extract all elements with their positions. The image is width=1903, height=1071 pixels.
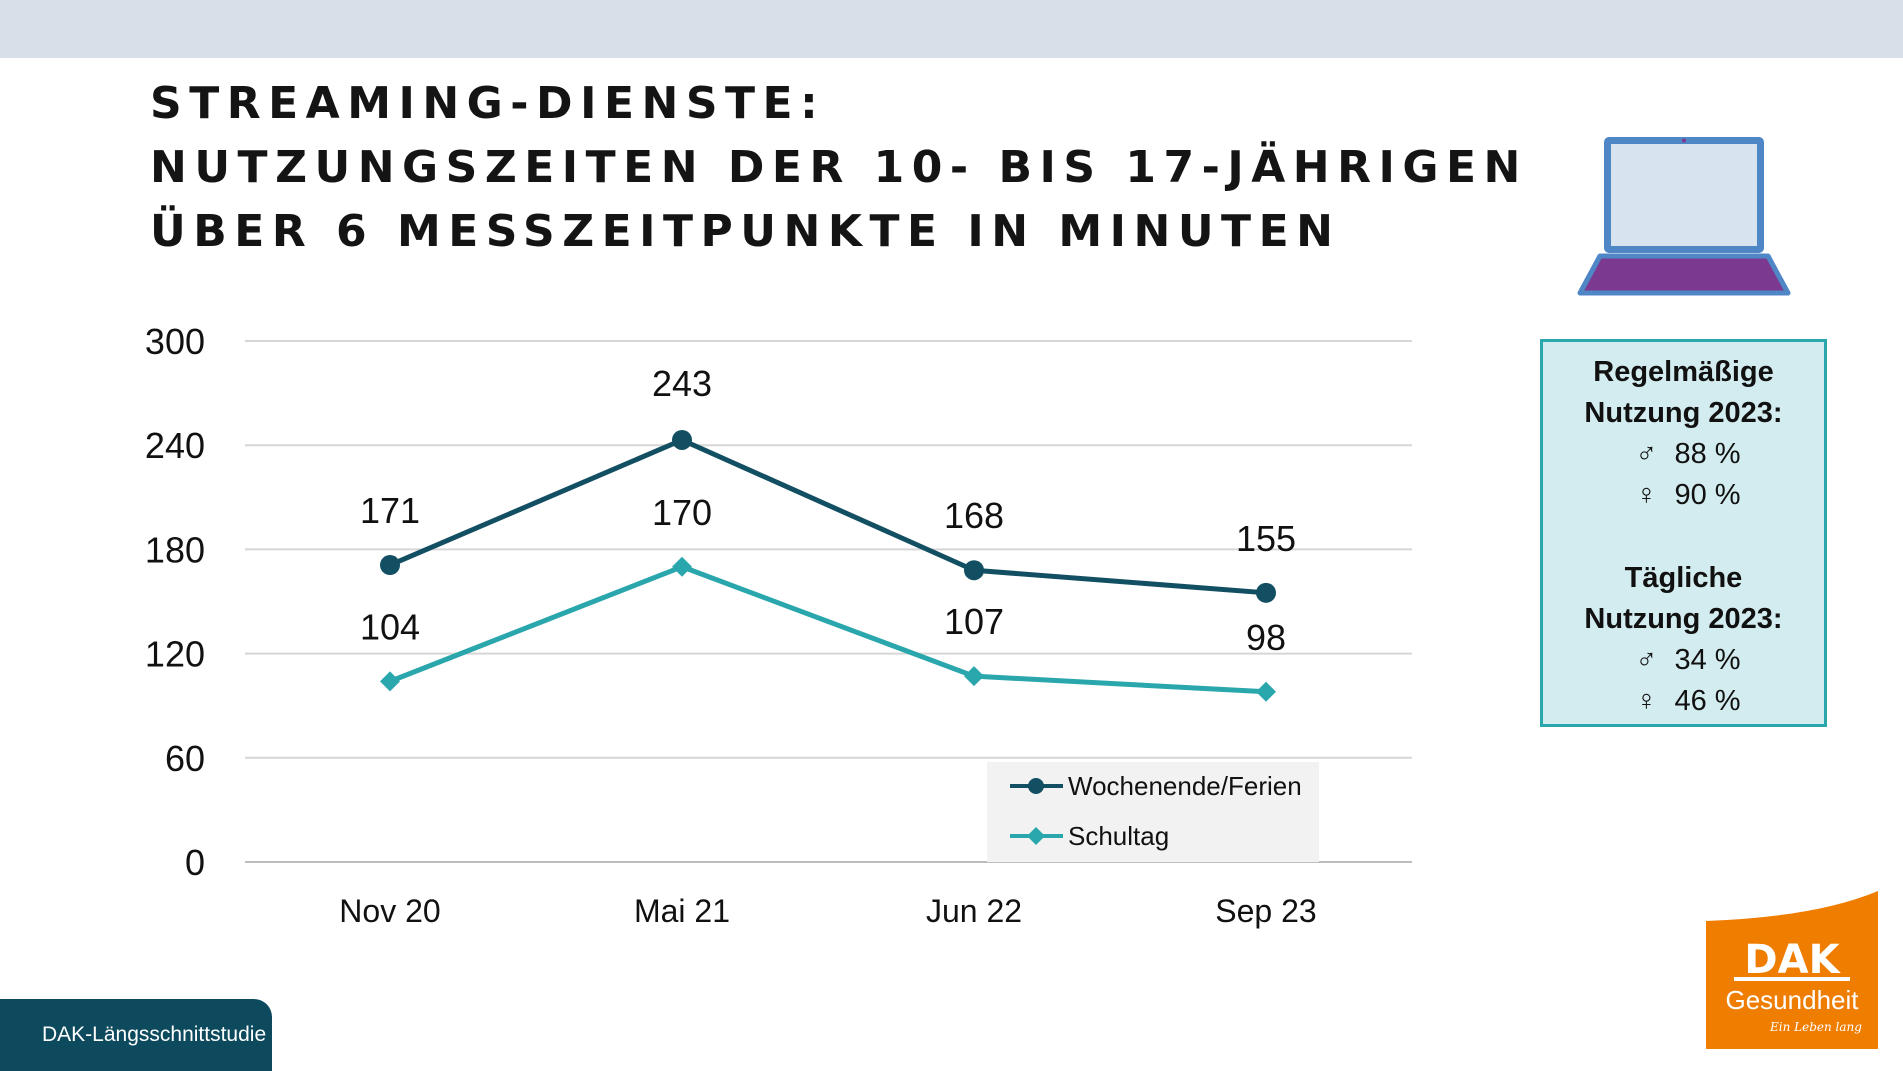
y-axis-ticks: 0 60 120 180 240 300 <box>145 321 205 883</box>
regular-female-row: ♀ 90 % <box>1543 475 1824 516</box>
data-point <box>964 666 984 687</box>
legend-box <box>987 762 1319 862</box>
data-label: 155 <box>1236 518 1296 559</box>
top-band <box>0 0 1903 58</box>
laptop-icon <box>1577 137 1791 296</box>
data-point <box>964 560 984 581</box>
data-point <box>1256 582 1276 603</box>
data-label: 104 <box>360 606 420 647</box>
x-tick-label: Sep 23 <box>1215 893 1316 929</box>
legend: Wochenende/Ferien Schultag <box>987 762 1319 862</box>
study-label-tab: DAK-Längsschnittstudie <box>0 999 272 1071</box>
y-tick-label: 60 <box>165 738 205 779</box>
data-labels: 171 243 168 155 104 170 107 98 <box>360 363 1296 658</box>
legend-label: Schultag <box>1068 821 1169 851</box>
daily-male-value: 34 % <box>1674 644 1741 676</box>
series-line-1 <box>389 437 1267 596</box>
data-label: 168 <box>944 495 1004 536</box>
legend-marker <box>1028 778 1044 794</box>
x-tick-label: Nov 20 <box>339 893 440 929</box>
logo-tagline: Ein Leben lang <box>1769 1020 1862 1034</box>
usage-info-box: Regelmäßige Nutzung 2023: ♂ 88 % ♀ 90 % … <box>1540 339 1827 727</box>
y-tick-label: 0 <box>185 842 205 883</box>
data-label: 98 <box>1246 617 1286 658</box>
data-point <box>380 671 400 692</box>
title-line-3: ÜBER 6 MESSZEITPUNKTE IN MINUTEN <box>150 206 1341 257</box>
logo-name: Gesundheit <box>1726 985 1860 1015</box>
title-line-2: NUTZUNGSZEITEN DER 10- BIS 17-JÄHRIGEN <box>150 142 1528 193</box>
daily-female-value: 46 % <box>1674 685 1741 717</box>
y-tick-label: 180 <box>145 529 205 570</box>
logo-brand: DAK <box>1744 937 1841 983</box>
regular-female-value: 90 % <box>1674 479 1741 511</box>
daily-female-row: ♀ 46 % <box>1543 681 1824 722</box>
legend-marker <box>1027 827 1045 845</box>
daily-heading-2: Nutzung 2023: <box>1584 603 1783 635</box>
x-tick-label: Mai 21 <box>634 893 730 929</box>
male-icon: ♂ <box>1635 438 1658 470</box>
series-line-2 <box>389 564 1267 695</box>
male-icon: ♂ <box>1635 644 1658 676</box>
data-label: 243 <box>652 363 712 404</box>
y-tick-label: 120 <box>145 634 205 675</box>
data-point <box>672 429 692 450</box>
data-point <box>1256 681 1276 702</box>
title-line-1: STREAMING-DIENSTE: <box>150 78 826 129</box>
y-tick-label: 300 <box>145 321 205 362</box>
x-axis-ticks: Nov 20 Mai 21 Jun 22 Sep 23 <box>339 893 1316 929</box>
x-tick-label: Jun 22 <box>926 893 1022 929</box>
dak-logo: DAK Gesundheit Ein Leben lang <box>1706 891 1878 1049</box>
female-icon: ♀ <box>1635 685 1658 717</box>
regular-heading-1: Regelmäßige <box>1593 356 1774 388</box>
chart-title: STREAMING-DIENSTE: NUTZUNGSZEITEN DER 10… <box>150 72 1528 264</box>
series-group <box>380 429 1276 702</box>
data-label: 107 <box>944 601 1004 642</box>
daily-male-row: ♂ 34 % <box>1543 640 1824 681</box>
data-point <box>672 556 692 577</box>
data-label: 170 <box>652 492 712 533</box>
data-point <box>380 555 400 576</box>
regular-male-value: 88 % <box>1674 438 1741 470</box>
regular-heading-2: Nutzung 2023: <box>1584 397 1783 429</box>
y-tick-label: 240 <box>145 425 205 466</box>
female-icon: ♀ <box>1635 479 1658 511</box>
legend-label: Wochenende/Ferien <box>1068 771 1302 801</box>
regular-male-row: ♂ 88 % <box>1543 434 1824 475</box>
daily-heading-1: Tägliche <box>1624 562 1743 594</box>
data-label: 171 <box>360 490 420 531</box>
